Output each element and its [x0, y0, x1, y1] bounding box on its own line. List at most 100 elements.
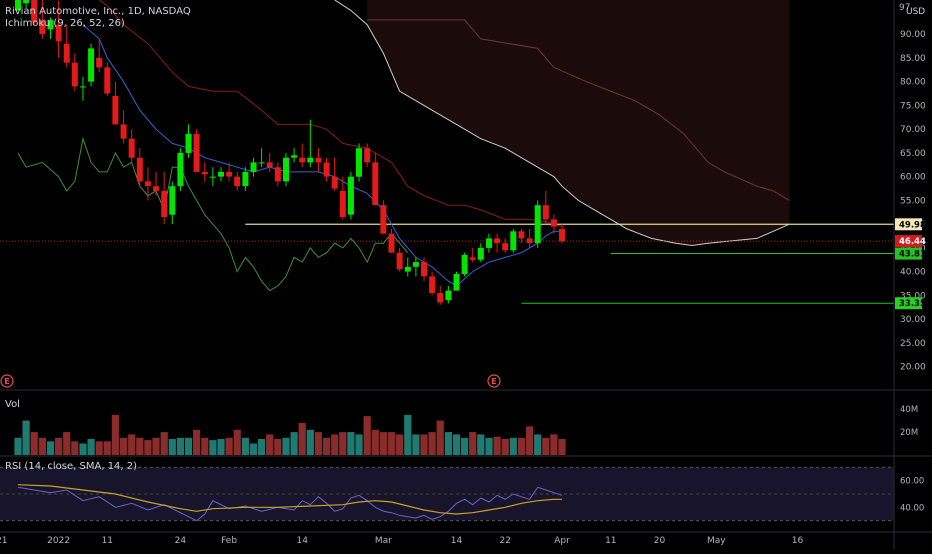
candle-body — [299, 157, 306, 163]
earnings-marker-text: E — [491, 377, 496, 386]
candle-body — [429, 276, 436, 293]
support-1-badge-bg — [895, 247, 922, 260]
volume-bar — [501, 439, 509, 455]
volume-bar — [412, 434, 420, 455]
volume-bar — [22, 420, 30, 455]
chart-overlay: Rivian Automotive, Inc., 1D, NASDAQ Ichi… — [5, 3, 925, 472]
volume-bar — [144, 440, 152, 455]
candle-body — [494, 238, 501, 244]
volume-bar — [404, 414, 412, 455]
candle-body — [291, 155, 298, 158]
candle-body — [63, 43, 70, 63]
volume-bar — [517, 437, 525, 455]
kijun-sen-line — [98, 0, 563, 227]
candle-body — [266, 162, 273, 168]
resistance-badge-text: 49.98 — [899, 220, 926, 230]
volume-bar — [298, 422, 306, 455]
volume-bar — [339, 432, 347, 455]
volume-bar — [152, 437, 160, 455]
time-axis[interactable]: 21 2022 11 24 Feb 14 Mar 14 22 Apr 11 20 May 16 — [0, 536, 803, 546]
volume-pane[interactable] — [14, 414, 566, 455]
candle-body — [144, 181, 151, 187]
time-tick-label: 2022 — [47, 536, 70, 546]
price-axis[interactable]: 90.00 85.00 80.00 75.00 70.00 65.00 60.00 55.00… — [893, 0, 926, 550]
last-price-badge-text: 46.44 — [899, 237, 926, 247]
volume-bar — [379, 432, 387, 455]
time-tick-label: 22 — [499, 536, 510, 546]
volume-bar — [120, 437, 128, 455]
candle-body — [88, 48, 95, 82]
candle-body — [283, 157, 289, 182]
candle-body — [502, 243, 509, 251]
price-tick-label: 85.00 — [900, 54, 926, 64]
candle-body — [510, 231, 517, 251]
time-tick-label: 11 — [605, 536, 616, 546]
last-price-badge: 46.44 — [895, 235, 926, 248]
support-2-badge-text: 33.35 — [899, 299, 926, 309]
candle-body — [218, 171, 224, 177]
volume-bar — [79, 443, 87, 455]
time-tick-label: May — [707, 536, 726, 546]
candle-body — [177, 152, 184, 187]
time-tick-label: Apr — [554, 536, 570, 546]
candle-body — [23, 0, 30, 4]
volume-bar — [355, 434, 363, 455]
volume-bar — [509, 437, 517, 455]
volume-bar — [217, 439, 225, 455]
candle-body — [445, 290, 452, 301]
candle-body — [112, 95, 119, 125]
time-tick-label: 14 — [451, 536, 463, 546]
volume-bar — [550, 434, 558, 455]
candle-body — [96, 57, 103, 68]
time-tick-label: Feb — [221, 536, 237, 546]
volume-bar — [428, 432, 436, 455]
volume-bar — [477, 434, 485, 455]
candle-body — [169, 186, 176, 215]
time-tick-label: Mar — [375, 536, 392, 546]
volume-bar — [111, 414, 119, 455]
time-tick-label: 20 — [654, 536, 666, 546]
earnings-marker: E — [487, 374, 501, 388]
volume-bar — [469, 432, 477, 455]
volume-bar — [225, 437, 233, 455]
price-tick-label: 90.00 — [900, 30, 926, 40]
candle-body — [242, 171, 249, 187]
volume-bar — [396, 434, 404, 455]
price-tick-label: 40.00 — [900, 268, 926, 278]
support-1-badge-text: 43.81 — [899, 250, 926, 260]
time-tick-label: 14 — [296, 536, 308, 546]
volume-bar — [436, 420, 444, 455]
candle-body — [323, 162, 330, 177]
candle-body — [380, 205, 387, 234]
candle-body — [307, 157, 314, 163]
candle-body — [388, 233, 395, 253]
price-tick-label: 25.00 — [900, 339, 926, 349]
candle-body — [469, 257, 476, 260]
volume-bar — [323, 437, 331, 455]
rsi-pane[interactable] — [0, 466, 894, 522]
earnings-marker-badge — [0, 374, 14, 388]
candle-body — [315, 157, 322, 163]
volume-bar — [233, 429, 241, 455]
time-tick-label: 11 — [102, 536, 113, 546]
price-tick-label: 20.00 — [900, 363, 926, 373]
volume-bar — [371, 429, 379, 455]
time-tick-label: 24 — [175, 536, 187, 546]
last-price-badge-bg — [895, 235, 922, 248]
volume-tick-label: 20M — [900, 428, 918, 438]
candle-body — [209, 176, 216, 178]
support-2-badge: 33.35 — [895, 297, 926, 310]
candle-body — [356, 148, 362, 177]
candle-body — [526, 238, 533, 244]
volume-label: Vol — [5, 399, 20, 410]
candle-body — [258, 162, 265, 164]
volume-bar — [201, 437, 209, 455]
volume-bar — [193, 429, 201, 455]
candle-body — [153, 186, 159, 191]
volume-bar — [241, 437, 249, 455]
support-2-badge-bg — [895, 297, 922, 310]
price-tick-label: 55.00 — [900, 196, 926, 206]
